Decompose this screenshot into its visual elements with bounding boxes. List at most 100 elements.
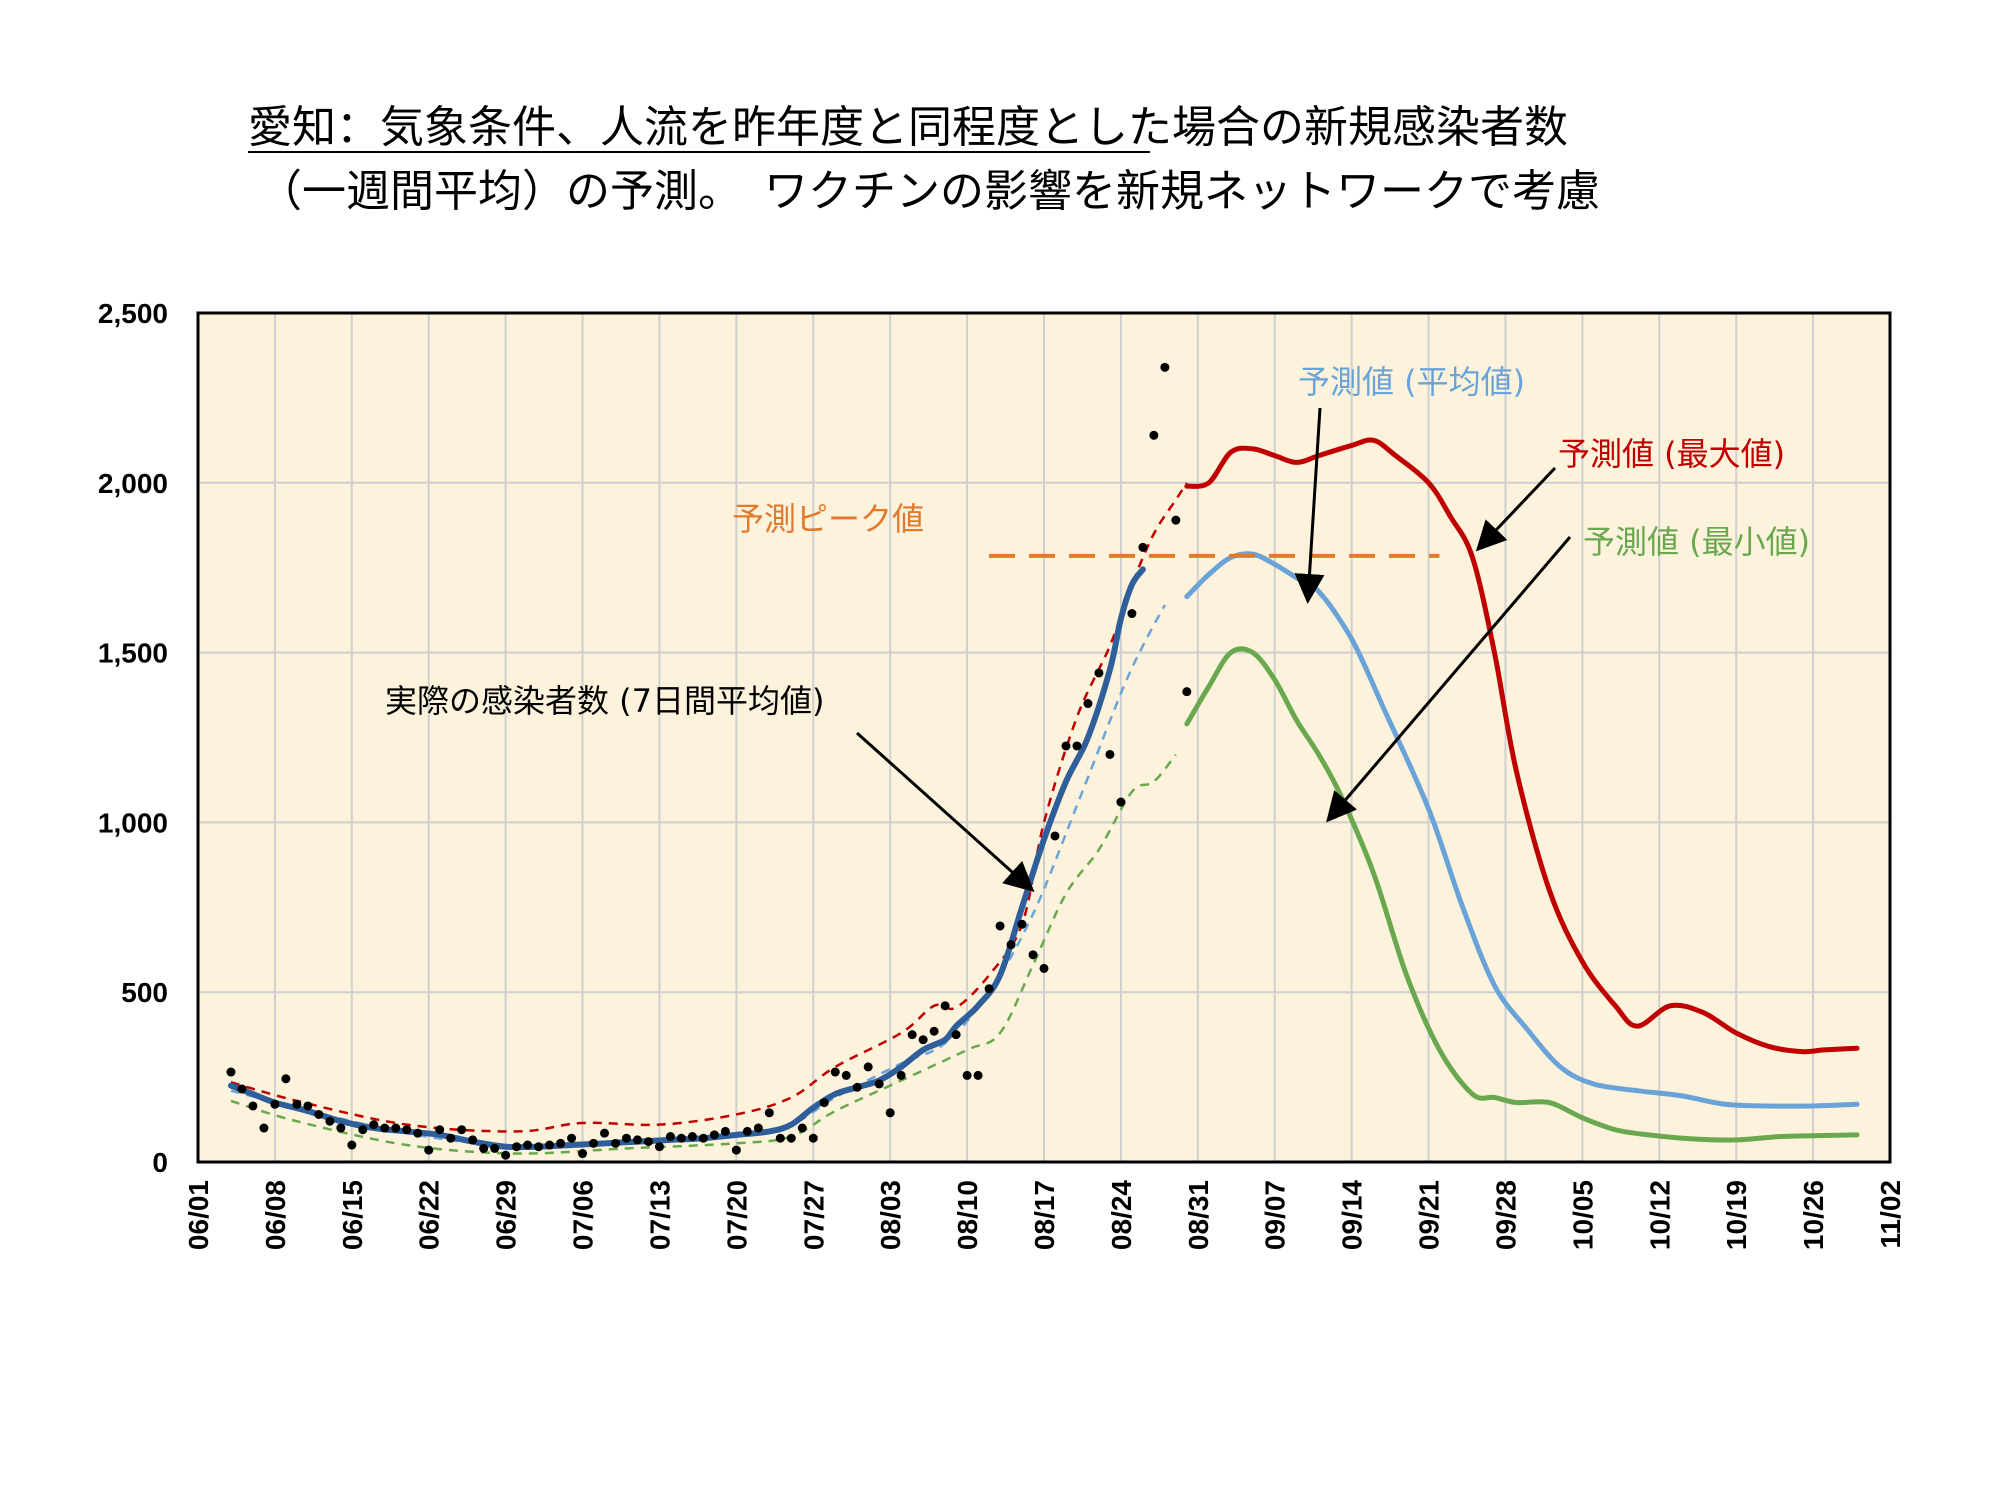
daily-case-point — [1105, 749, 1115, 759]
daily-case-point — [600, 1128, 610, 1138]
y-tick-label: 2,000 — [98, 468, 168, 499]
daily-case-point — [1182, 687, 1192, 697]
daily-case-point — [347, 1140, 357, 1150]
daily-case-point — [808, 1133, 818, 1143]
annotation-mean: 予測値 (平均値) — [1298, 363, 1525, 401]
daily-case-point — [556, 1138, 566, 1148]
daily-case-point — [951, 1030, 961, 1040]
daily-case-point — [501, 1150, 511, 1160]
daily-case-point — [1006, 940, 1016, 950]
annotation-actual: 実際の感染者数 (7日間平均値) — [385, 682, 825, 720]
daily-case-point — [578, 1149, 588, 1159]
daily-case-point — [720, 1126, 730, 1136]
y-tick-label: 1,000 — [98, 807, 168, 838]
arrow-actual — [855, 731, 1035, 893]
daily-case-point — [863, 1062, 873, 1072]
arrow-mean — [1294, 407, 1325, 604]
daily-case-point — [940, 1001, 950, 1011]
daily-case-point — [303, 1101, 313, 1111]
daily-case-point — [698, 1133, 708, 1143]
daily-case-point — [885, 1108, 895, 1118]
x-tick-label: 10/26 — [1798, 1180, 1829, 1250]
daily-case-point — [742, 1126, 752, 1136]
daily-case-point — [435, 1125, 445, 1135]
daily-case-point — [358, 1125, 368, 1135]
x-tick-label: 06/22 — [414, 1180, 445, 1250]
daily-case-point — [259, 1123, 269, 1133]
daily-case-point — [1116, 797, 1126, 807]
daily-case-point — [567, 1133, 577, 1143]
daily-case-point — [995, 921, 1005, 931]
daily-case-point — [830, 1067, 840, 1077]
daily-case-point — [391, 1123, 401, 1133]
x-tick-label: 09/28 — [1490, 1180, 1521, 1250]
daily-case-point — [512, 1142, 522, 1152]
x-tick-label: 06/15 — [337, 1180, 368, 1250]
daily-case-point — [632, 1135, 642, 1145]
daily-case-point — [621, 1133, 631, 1143]
points-layer — [226, 362, 1192, 1160]
daily-case-point — [490, 1143, 500, 1153]
x-tick-label: 08/10 — [952, 1180, 983, 1250]
daily-case-point — [786, 1133, 796, 1143]
daily-case-point — [731, 1145, 741, 1155]
daily-case-point — [336, 1123, 346, 1133]
daily-case-point — [413, 1128, 423, 1138]
x-tick-label: 06/29 — [491, 1180, 522, 1250]
daily-case-point — [1039, 963, 1049, 973]
daily-case-point — [819, 1098, 829, 1108]
annotation-peak: 予測ピーク値 — [732, 500, 924, 538]
daily-case-point — [1094, 668, 1104, 678]
x-tick-label: 09/21 — [1414, 1180, 1445, 1250]
x-tick-label: 06/08 — [260, 1180, 291, 1250]
daily-case-point — [325, 1116, 335, 1126]
x-tick-label: 10/12 — [1644, 1180, 1675, 1250]
daily-case-point — [874, 1079, 884, 1089]
x-tick-label: 08/03 — [875, 1180, 906, 1250]
daily-case-point — [589, 1138, 599, 1148]
daily-case-point — [852, 1082, 862, 1092]
daily-case-point — [248, 1101, 258, 1111]
daily-case-point — [709, 1130, 719, 1140]
daily-case-point — [534, 1142, 544, 1152]
arrow-min — [1326, 536, 1572, 823]
daily-case-point — [402, 1125, 412, 1135]
daily-case-point — [918, 1035, 928, 1045]
daily-case-point — [676, 1133, 686, 1143]
y-tick-label: 1,500 — [98, 638, 168, 669]
daily-case-point — [226, 1067, 236, 1077]
daily-case-point — [907, 1030, 917, 1040]
daily-case-point — [314, 1109, 324, 1119]
series-forecast-min — [1184, 646, 1860, 1143]
daily-case-point — [1149, 430, 1159, 440]
y-axis-ticks: 0 500 1,000 1,500 2,000 2,500 — [98, 298, 168, 1178]
daily-case-point — [468, 1135, 478, 1145]
daily-case-point — [446, 1133, 456, 1143]
daily-case-point — [479, 1143, 489, 1153]
daily-case-point — [369, 1120, 379, 1130]
daily-case-point — [237, 1084, 247, 1094]
daily-case-point — [841, 1070, 851, 1080]
daily-case-point — [929, 1026, 939, 1036]
daily-case-point — [984, 984, 994, 994]
series-layer — [227, 437, 1860, 1155]
daily-case-point — [545, 1140, 555, 1150]
daily-case-point — [775, 1133, 785, 1143]
arrow-max — [1475, 466, 1557, 552]
x-tick-label: 07/06 — [568, 1180, 599, 1250]
x-tick-label: 08/24 — [1106, 1180, 1137, 1250]
daily-case-point — [797, 1123, 807, 1133]
grid — [197, 312, 1891, 1163]
chart-title-line1: 愛知：気象条件、人流を昨年度と同程度とした場合の新規感染者数 — [248, 102, 1568, 153]
daily-case-point — [270, 1099, 280, 1109]
daily-case-point — [764, 1108, 774, 1118]
x-tick-label: 07/13 — [644, 1180, 675, 1250]
y-tick-label: 2,500 — [98, 298, 168, 329]
daily-case-point — [1050, 831, 1060, 841]
daily-case-point — [1171, 515, 1181, 525]
annotation-min: 予測値 (最小値) — [1583, 523, 1810, 561]
annotation-max: 予測値 (最大値) — [1558, 435, 1785, 473]
daily-case-point — [292, 1099, 302, 1109]
daily-case-point — [973, 1070, 983, 1080]
